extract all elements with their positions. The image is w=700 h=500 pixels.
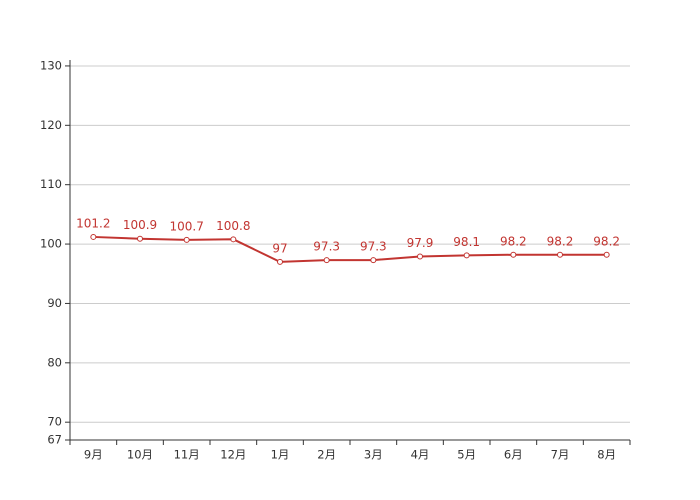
x-tick-label: 6月	[504, 448, 523, 462]
data-label: 98.2	[500, 234, 527, 248]
x-tick-label: 5月	[457, 448, 476, 462]
point	[417, 253, 423, 260]
data-label: 100.8	[216, 219, 250, 233]
data-label: 98.2	[547, 234, 574, 248]
x-tick-label: 12月	[220, 448, 246, 462]
y-tick-label: 100	[40, 237, 62, 251]
x-tick-label: 8月	[597, 448, 616, 462]
point	[137, 235, 143, 242]
data-label: 101.2	[76, 216, 110, 230]
y-tick-label: 67	[47, 433, 62, 447]
x-tick-label: 3月	[364, 448, 383, 462]
point	[90, 233, 97, 240]
line	[93, 235, 607, 263]
point	[370, 257, 377, 264]
x-tick-label: 4月	[411, 448, 430, 462]
x-tick-label: 10月	[127, 448, 153, 462]
point	[557, 251, 563, 258]
data-label: 98.1	[453, 235, 480, 249]
x-tick-label: 11月	[174, 448, 200, 462]
data-label: 97.9	[407, 236, 434, 250]
data-label: 97.3	[360, 240, 387, 254]
x-tick-label: 2月	[317, 448, 336, 462]
point	[323, 257, 330, 264]
point	[277, 258, 283, 265]
data-label: 100.9	[123, 218, 157, 232]
x-tick-label: 7月	[551, 448, 570, 462]
y-tick-label: 90	[47, 296, 62, 310]
data-label: 97.3	[313, 240, 340, 254]
point	[603, 251, 610, 258]
y-tick-label: 70	[47, 415, 62, 429]
y-tick-label: 110	[40, 177, 62, 191]
data-label: 97	[272, 241, 287, 255]
point	[230, 236, 237, 243]
data-label: 100.7	[169, 219, 203, 233]
point	[183, 236, 190, 243]
y-tick-label: 120	[40, 118, 62, 132]
y-tick-label: 80	[47, 355, 62, 369]
point	[510, 251, 517, 258]
x-tick-label: 1月	[271, 448, 290, 462]
point	[463, 252, 470, 259]
data-label: 98.2	[593, 234, 620, 248]
y-tick-label: 130	[40, 58, 62, 72]
x-tick-label: 9月	[84, 448, 103, 462]
